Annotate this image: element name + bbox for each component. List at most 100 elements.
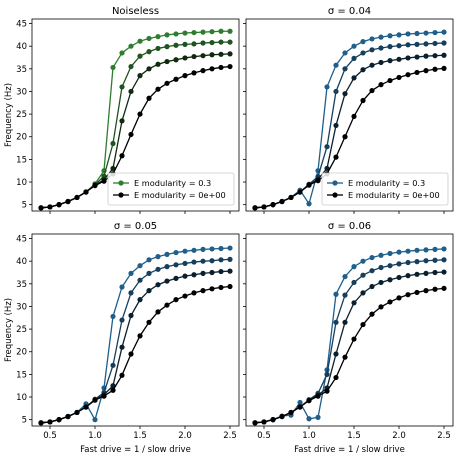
data-point <box>209 269 215 276</box>
data-point <box>119 118 125 124</box>
y-tick-label: 25 <box>16 325 27 335</box>
series-line <box>40 65 231 209</box>
legend: E modularity = 0.3 E modularity = 0e+00 <box>321 172 449 206</box>
data-point <box>432 66 438 72</box>
data-point <box>218 268 224 275</box>
data-point <box>369 268 375 274</box>
data-point <box>155 61 161 67</box>
data-point <box>378 304 384 310</box>
data-point <box>200 258 206 264</box>
data-point <box>423 30 429 36</box>
data-point <box>297 404 303 410</box>
panel-1: Noiseless 5 10 15 20 25 30 35 40 45 Frequency (Hz)… <box>4 6 240 214</box>
data-point <box>101 178 107 184</box>
legend-box <box>107 172 235 206</box>
data-point <box>146 257 152 263</box>
y-tick-label: 10 <box>16 393 27 403</box>
data-point <box>360 258 366 264</box>
data-point <box>387 33 393 39</box>
data-point <box>191 272 197 278</box>
data-point <box>306 416 312 422</box>
data-point <box>137 333 143 339</box>
data-point <box>387 250 393 257</box>
data-point <box>306 201 312 207</box>
data-point <box>297 399 303 406</box>
y-tick-label: 40 <box>16 257 27 267</box>
data-point <box>209 29 215 35</box>
data-point <box>288 409 294 416</box>
data-point <box>342 134 348 140</box>
data-point <box>333 351 339 357</box>
data-point <box>128 270 134 276</box>
data-point <box>324 371 330 377</box>
data-point <box>414 271 420 277</box>
data-point <box>119 84 125 90</box>
data-point <box>227 63 233 70</box>
data-point <box>405 55 411 61</box>
data-point <box>47 204 53 210</box>
data-point <box>137 263 143 269</box>
data-point <box>74 409 80 416</box>
data-point <box>396 32 402 38</box>
y-tick-label: 35 <box>16 280 27 290</box>
y-tick-label: 40 <box>16 42 27 52</box>
data-point <box>351 264 357 270</box>
data-point <box>297 189 303 195</box>
data-point <box>110 362 116 368</box>
data-point <box>218 245 224 252</box>
data-point <box>315 393 321 399</box>
panel-title: σ = 0.04 <box>328 6 371 17</box>
data-point <box>342 354 348 360</box>
data-point <box>423 258 429 264</box>
data-point <box>351 75 357 81</box>
data-point <box>441 257 447 263</box>
data-point <box>405 292 411 298</box>
data-point <box>279 198 285 205</box>
data-point <box>378 279 384 286</box>
legend-marker <box>332 192 338 198</box>
data-point <box>173 76 179 82</box>
data-point <box>405 259 411 266</box>
data-point <box>74 194 80 201</box>
panel-2: σ = 0.04 E modularity = 0.3E modularity =… <box>243 6 454 214</box>
data-point <box>191 53 197 60</box>
data-point <box>146 288 152 294</box>
x-tick-label: 1.5 <box>133 431 147 441</box>
data-point <box>191 41 197 47</box>
legend-label: E modularity = 0.3 <box>134 178 211 188</box>
data-point <box>342 50 348 56</box>
data-point <box>209 39 215 46</box>
data-point <box>218 64 224 71</box>
data-point <box>324 388 330 394</box>
data-point <box>173 31 179 37</box>
data-point <box>137 277 143 283</box>
panel-4: σ = 0.06 0.5 1.0 1.5 2.0 2.5 Fast drive = 1 / … <box>243 221 454 455</box>
data-point <box>261 204 267 210</box>
data-point <box>146 95 152 101</box>
data-point <box>164 264 170 270</box>
data-point <box>351 43 357 49</box>
data-point <box>378 34 384 40</box>
data-point <box>288 194 294 201</box>
legend-label: E modularity = 0e+00 <box>348 190 440 200</box>
data-point <box>441 65 447 71</box>
data-point <box>128 312 134 319</box>
data-point <box>155 254 161 260</box>
data-point <box>351 113 357 119</box>
data-point <box>227 283 233 290</box>
data-point <box>432 257 438 263</box>
data-point <box>182 260 188 267</box>
x-tick-label: 2.0 <box>178 431 192 441</box>
data-point <box>209 286 215 292</box>
axes-frame <box>245 18 454 212</box>
panel-3: σ = 0.05 5 10 15 20 25 30 35 40 45 0.5 1.0 1.5 2.0 2.5… <box>4 221 240 455</box>
data-point <box>396 261 402 267</box>
data-point <box>128 43 134 49</box>
data-point <box>324 144 330 150</box>
x-tick-label: 0.5 <box>43 431 57 441</box>
data-point <box>164 44 170 50</box>
data-point <box>378 59 384 66</box>
data-point <box>119 372 125 378</box>
y-tick-label: 20 <box>16 133 27 143</box>
